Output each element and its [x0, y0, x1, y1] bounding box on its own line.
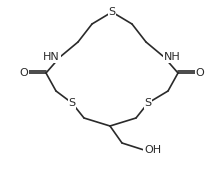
- Text: O: O: [20, 68, 28, 78]
- Text: S: S: [108, 7, 116, 17]
- Text: O: O: [196, 68, 204, 78]
- Text: S: S: [144, 98, 152, 108]
- Text: OH: OH: [144, 145, 161, 155]
- Text: S: S: [69, 98, 75, 108]
- Text: NH: NH: [164, 52, 181, 62]
- Text: HN: HN: [43, 52, 60, 62]
